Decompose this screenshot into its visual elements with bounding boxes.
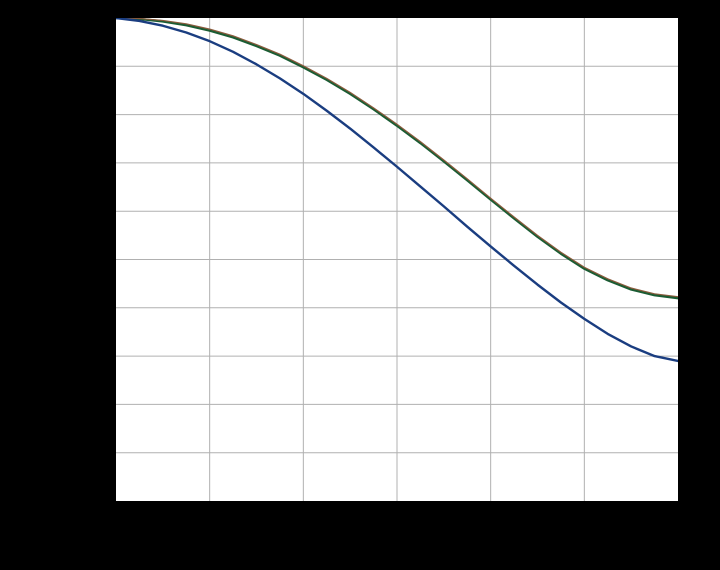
x-tick-label: 0 — [112, 506, 120, 517]
y-tick-label: 3 — [107, 350, 114, 362]
series-line-series-brown — [116, 18, 678, 298]
data-series-layer — [116, 18, 678, 363]
series-line-series-blue — [116, 18, 678, 363]
y-tick-label: 1 — [107, 446, 114, 458]
y-tick-label: 5 — [107, 253, 114, 265]
y-tick-label: 0 — [107, 495, 114, 506]
plot-area — [116, 18, 678, 501]
x-tick-label: 3 — [393, 506, 401, 517]
horizontal-gridlines — [116, 65, 678, 454]
y-tick-label: 2 — [107, 398, 114, 410]
series-line-series-green — [116, 18, 678, 300]
y-tick-label: 7 — [107, 156, 114, 168]
x-tick-label: 6 — [674, 506, 682, 517]
y-tick-label: 4 — [107, 301, 114, 313]
x-tick-label: 2 — [300, 506, 307, 517]
x-tick-label: 5 — [581, 506, 588, 517]
x-tick-label: 1 — [206, 506, 213, 517]
y-tick-label: 6 — [107, 205, 114, 217]
plot-canvas — [116, 18, 678, 501]
y-tick-label: 8 — [107, 108, 114, 120]
y-tick-label: 10 — [101, 12, 114, 23]
y-tick-label: 9 — [107, 60, 114, 72]
x-tick-label: 4 — [487, 506, 494, 517]
